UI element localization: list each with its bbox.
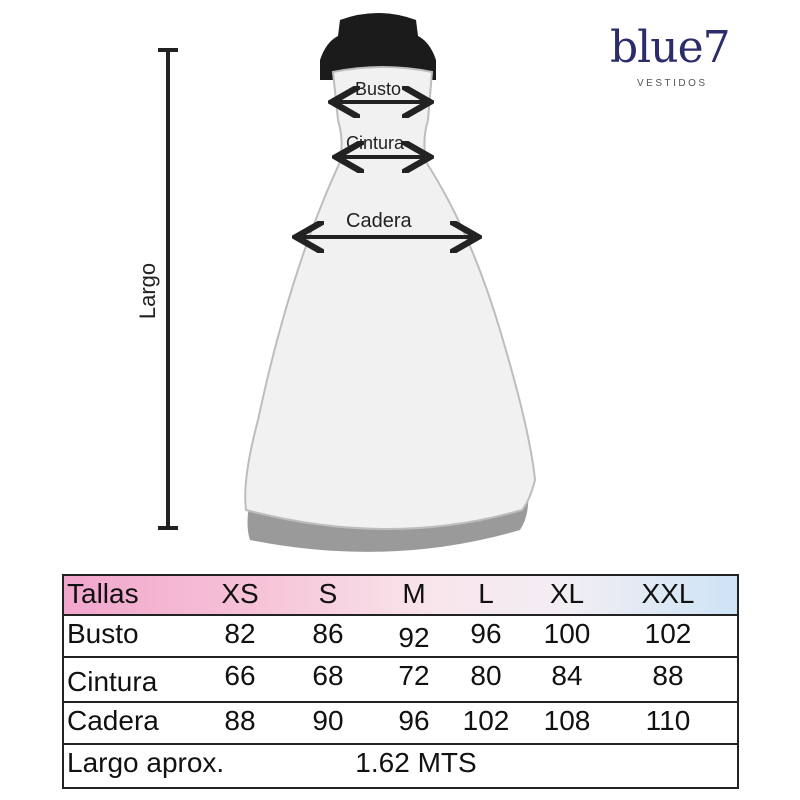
table-header-row: Tallas XS S M L XL XXL (62, 574, 739, 616)
table-cell: 88 (652, 660, 684, 691)
table-cell: 96 (470, 618, 502, 649)
size-m: M (402, 578, 426, 609)
size-xl: XL (549, 578, 585, 609)
length-value: 1.62 MTS (355, 747, 477, 778)
row-label: Busto (67, 618, 139, 649)
size-xxl: XXL (641, 578, 695, 609)
table-cell: 108 (543, 705, 591, 736)
mannequin (320, 13, 436, 80)
brand-tagline: VESTIDOS (637, 78, 708, 89)
table-cell: 68 (312, 660, 344, 691)
waist-label: Cintura (346, 133, 405, 153)
length-measure-line (158, 48, 178, 530)
table-cell: 102 (644, 618, 692, 649)
table-cell: 86 (312, 618, 344, 649)
table-cell: 90 (312, 705, 344, 736)
table-cell: 84 (551, 660, 583, 691)
dress-diagram (158, 13, 537, 552)
row-label: Cadera (67, 705, 159, 736)
length-label: Largo (135, 262, 160, 320)
hip-label: Cadera (346, 210, 412, 232)
table-row: Busto 82 86 92 96 100 102 (62, 616, 739, 658)
size-xs: XS (221, 578, 259, 609)
table-cell: 80 (470, 660, 502, 691)
length-row: Largo aprox. 1.62 MTS (62, 745, 739, 789)
table-row: Cintura 66 68 72 80 84 88 (62, 658, 739, 703)
size-l: L (478, 578, 494, 609)
size-s: S (318, 578, 338, 609)
table-cell: 82 (224, 618, 256, 649)
header-label: Tallas (67, 578, 139, 609)
brand-logo: blue7 (610, 22, 731, 73)
table-row: Cadera 88 90 96 102 108 110 (62, 703, 739, 745)
table-cell: 100 (543, 618, 591, 649)
table-cell: 96 (398, 705, 430, 736)
table-cell: 72 (398, 660, 430, 691)
table-cell: 66 (224, 660, 256, 691)
table-cell: 92 (398, 622, 430, 653)
bust-label: Busto (355, 79, 402, 99)
length-row-label: Largo aprox. (67, 747, 225, 778)
table-cell: 110 (645, 705, 691, 736)
table-cell: 88 (224, 705, 256, 736)
table-cell: 102 (462, 705, 510, 736)
row-label: Cintura (67, 666, 158, 697)
